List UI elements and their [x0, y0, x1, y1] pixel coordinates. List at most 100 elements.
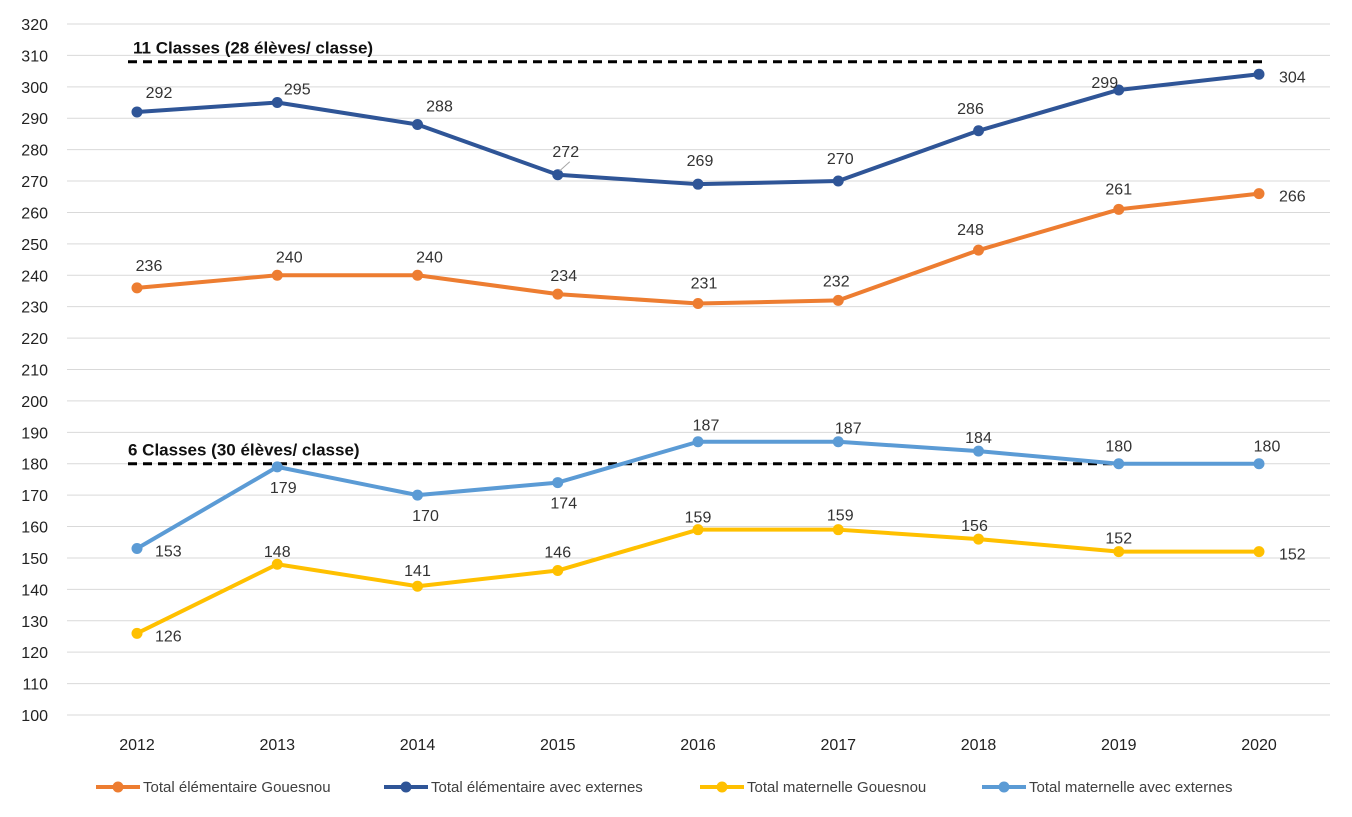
data-point: [832, 175, 844, 187]
reference-line-label: 11 Classes (28 élèves/ classe): [133, 39, 373, 58]
data-point: [1113, 458, 1125, 470]
y-tick-label: 270: [21, 174, 48, 191]
x-tick-label: 2019: [1101, 737, 1137, 754]
legend-swatch-marker: [998, 781, 1010, 793]
x-tick-label: 2020: [1241, 737, 1277, 754]
data-point: [1253, 546, 1265, 558]
x-tick-label: 2015: [540, 737, 576, 754]
y-tick-label: 100: [21, 708, 48, 725]
data-label: 232: [823, 273, 850, 290]
data-point: [692, 436, 704, 448]
y-tick-label: 160: [21, 520, 48, 537]
data-label: 295: [284, 82, 311, 99]
data-label: 159: [685, 510, 712, 527]
gridlines: [67, 23, 1330, 716]
data-point: [832, 294, 844, 306]
y-tick-label: 310: [21, 48, 48, 65]
label-leader-line: [559, 161, 571, 172]
y-tick-label: 220: [21, 331, 48, 348]
x-tick-label: 2018: [961, 737, 997, 754]
data-point: [832, 524, 844, 536]
data-point: [973, 445, 984, 457]
data-label: 270: [827, 151, 854, 168]
y-tick-label: 240: [21, 268, 48, 285]
data-point: [412, 119, 423, 131]
data-label: 170: [412, 508, 439, 525]
data-label: 148: [264, 544, 291, 561]
x-tick-label: 2017: [820, 737, 856, 754]
data-point: [131, 282, 143, 294]
data-point: [692, 524, 704, 536]
y-tick-label: 300: [21, 80, 48, 97]
legend-swatch-marker: [400, 781, 412, 793]
y-tick-label: 260: [21, 205, 48, 222]
data-point: [973, 533, 984, 545]
data-label: 152: [1105, 531, 1132, 548]
data-point: [271, 97, 283, 109]
y-tick-label: 280: [21, 143, 48, 160]
legend: Total élémentaire Gouesnou Total élémenta…: [96, 779, 1232, 796]
data-label: 126: [155, 628, 182, 645]
data-label: 269: [687, 153, 714, 170]
data-point: [412, 269, 423, 281]
data-label: 236: [136, 258, 163, 275]
y-tick-label: 110: [22, 677, 48, 694]
data-point: [552, 565, 564, 577]
data-label: 240: [276, 249, 303, 266]
data-label: 272: [552, 144, 579, 161]
data-point: [1113, 203, 1125, 215]
data-label: 153: [155, 544, 182, 561]
data-label: 292: [146, 85, 173, 102]
data-point: [412, 580, 423, 592]
series-line: [135, 527, 1261, 636]
y-tick-label: 150: [21, 551, 48, 568]
data-point: [1253, 188, 1265, 200]
data-label: 152: [1279, 547, 1306, 564]
x-tick-label: 2014: [400, 737, 436, 754]
data-label: 180: [1105, 439, 1132, 456]
data-labels: 236 240 240 234 231 232 248 261 266 292 295 288 272 2…: [136, 69, 1306, 645]
data-point: [131, 106, 143, 118]
y-tick-label: 190: [21, 425, 48, 442]
data-label: 184: [965, 430, 992, 447]
data-label: 146: [544, 545, 571, 562]
data-point: [552, 477, 564, 489]
data-label: 231: [691, 276, 718, 293]
data-label: 159: [827, 508, 854, 525]
y-tick-label: 320: [21, 17, 48, 34]
data-point: [552, 288, 564, 300]
data-label: 234: [550, 268, 577, 285]
data-label: 266: [1279, 189, 1306, 206]
data-point: [1253, 68, 1265, 80]
y-tick-label: 180: [21, 457, 48, 474]
data-point: [131, 627, 143, 639]
legend-label: Total élémentaire Gouesnou: [143, 779, 331, 796]
data-point: [271, 269, 283, 281]
y-tick-label: 290: [21, 111, 48, 128]
y-tick-label: 170: [21, 488, 48, 505]
legend-label: Total élémentaire avec externes: [431, 779, 643, 796]
series-group: [131, 68, 1265, 639]
data-label: 174: [550, 496, 577, 513]
y-tick-label: 130: [21, 614, 48, 631]
data-point: [271, 558, 283, 570]
x-tick-label: 2013: [259, 737, 295, 754]
data-label: 304: [1279, 69, 1306, 86]
data-point: [692, 298, 704, 310]
data-point: [973, 244, 984, 256]
reference-lines: 11 Classes (28 élèves/ classe) 6 Classes …: [128, 39, 1262, 466]
data-label: 179: [270, 480, 297, 497]
legend-swatch-marker: [112, 781, 124, 793]
data-point: [1253, 458, 1265, 470]
data-point: [412, 489, 423, 501]
x-tick-label: 2016: [680, 737, 716, 754]
data-label: 187: [693, 418, 720, 435]
data-point: [271, 461, 283, 473]
y-axis: 100 110 120 130 140 150 160 170 180 190 200 210 220 2…: [21, 17, 48, 725]
data-label: 180: [1254, 439, 1281, 456]
y-tick-label: 230: [21, 300, 48, 317]
data-point: [832, 436, 844, 448]
legend-label: Total maternelle Gouesnou: [747, 779, 926, 796]
data-label: 156: [961, 518, 988, 535]
